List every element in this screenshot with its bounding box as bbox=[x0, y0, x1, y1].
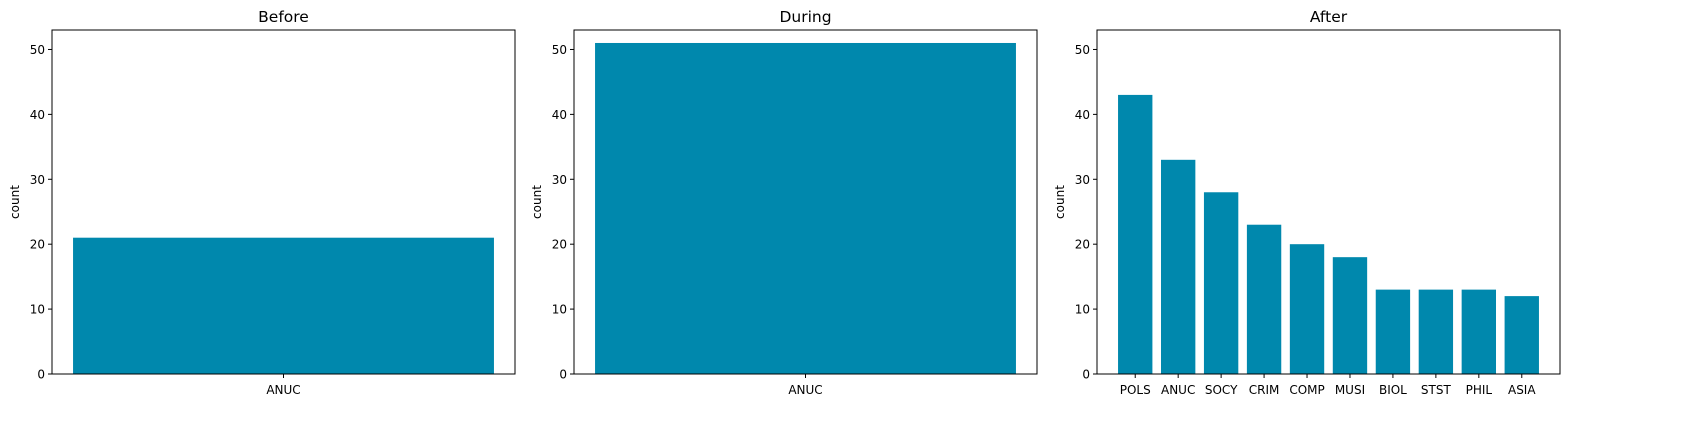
y-tick-label: 50 bbox=[1075, 43, 1090, 57]
y-tick-label: 10 bbox=[30, 303, 45, 317]
chart-panel-3: 0 10 20 30 40 50 POLS ANUC SOCY CRIM COMP MUSI BIOL S… bbox=[1053, 8, 1561, 397]
y-tick-label: 10 bbox=[1075, 303, 1090, 317]
chart-title: During bbox=[779, 8, 831, 26]
y-tick-label: 20 bbox=[552, 238, 567, 252]
y-tick-label: 20 bbox=[1075, 238, 1090, 252]
chart-title: After bbox=[1310, 8, 1348, 26]
x-tick-label: COMP bbox=[1289, 383, 1324, 397]
y-tick-label: 50 bbox=[30, 43, 45, 57]
bar-biol bbox=[1375, 289, 1411, 374]
bar-anuc bbox=[595, 42, 1016, 374]
x-tick-label: CRIM bbox=[1249, 383, 1280, 397]
y-tick-label: 30 bbox=[30, 173, 45, 187]
y-tick-label: 30 bbox=[552, 173, 567, 187]
x-tick-label: ANUC bbox=[266, 383, 300, 397]
x-tick-label: ANUC bbox=[788, 383, 822, 397]
bar-phil bbox=[1461, 289, 1497, 374]
y-tick-label: 40 bbox=[1075, 108, 1090, 122]
x-tick-label: MUSI bbox=[1335, 383, 1365, 397]
x-tick-label: ANUC bbox=[1161, 383, 1195, 397]
x-tick-label: STST bbox=[1421, 383, 1452, 397]
y-tick-label: 10 bbox=[552, 303, 567, 317]
y-axis-label: count bbox=[1053, 185, 1067, 219]
y-tick-label: 0 bbox=[37, 368, 45, 382]
x-tick-label: ASIA bbox=[1508, 383, 1536, 397]
y-tick-label: 20 bbox=[30, 238, 45, 252]
y-tick-label: 30 bbox=[1075, 173, 1090, 187]
chart-panel-1: 0 10 20 30 40 50 ANUC Before count bbox=[8, 8, 516, 397]
x-tick-label: POLS bbox=[1120, 383, 1151, 397]
bar-musi bbox=[1332, 257, 1368, 374]
bar-stst bbox=[1418, 289, 1454, 374]
x-tick-label: SOCY bbox=[1205, 383, 1238, 397]
x-tick-label: BIOL bbox=[1379, 383, 1407, 397]
bar-socy bbox=[1203, 192, 1239, 374]
bar-anuc bbox=[73, 237, 494, 374]
x-tick-label: PHIL bbox=[1466, 383, 1493, 397]
bar-comp bbox=[1289, 244, 1325, 374]
chart-panel-2: 0 10 20 30 40 50 ANUC During count bbox=[530, 8, 1038, 397]
y-axis-label: count bbox=[8, 185, 22, 219]
y-axis-label: count bbox=[530, 185, 544, 219]
y-tick-label: 50 bbox=[552, 43, 567, 57]
y-tick-label: 0 bbox=[559, 368, 567, 382]
bar-anuc bbox=[1160, 159, 1196, 374]
y-tick-label: 40 bbox=[552, 108, 567, 122]
y-tick-label: 0 bbox=[1082, 368, 1090, 382]
bar-crim bbox=[1246, 224, 1282, 374]
y-tick-label: 40 bbox=[30, 108, 45, 122]
bar-asia bbox=[1504, 296, 1539, 374]
bar-pols bbox=[1118, 94, 1153, 374]
chart-title: Before bbox=[258, 8, 309, 26]
axes-frame bbox=[1096, 29, 1561, 375]
